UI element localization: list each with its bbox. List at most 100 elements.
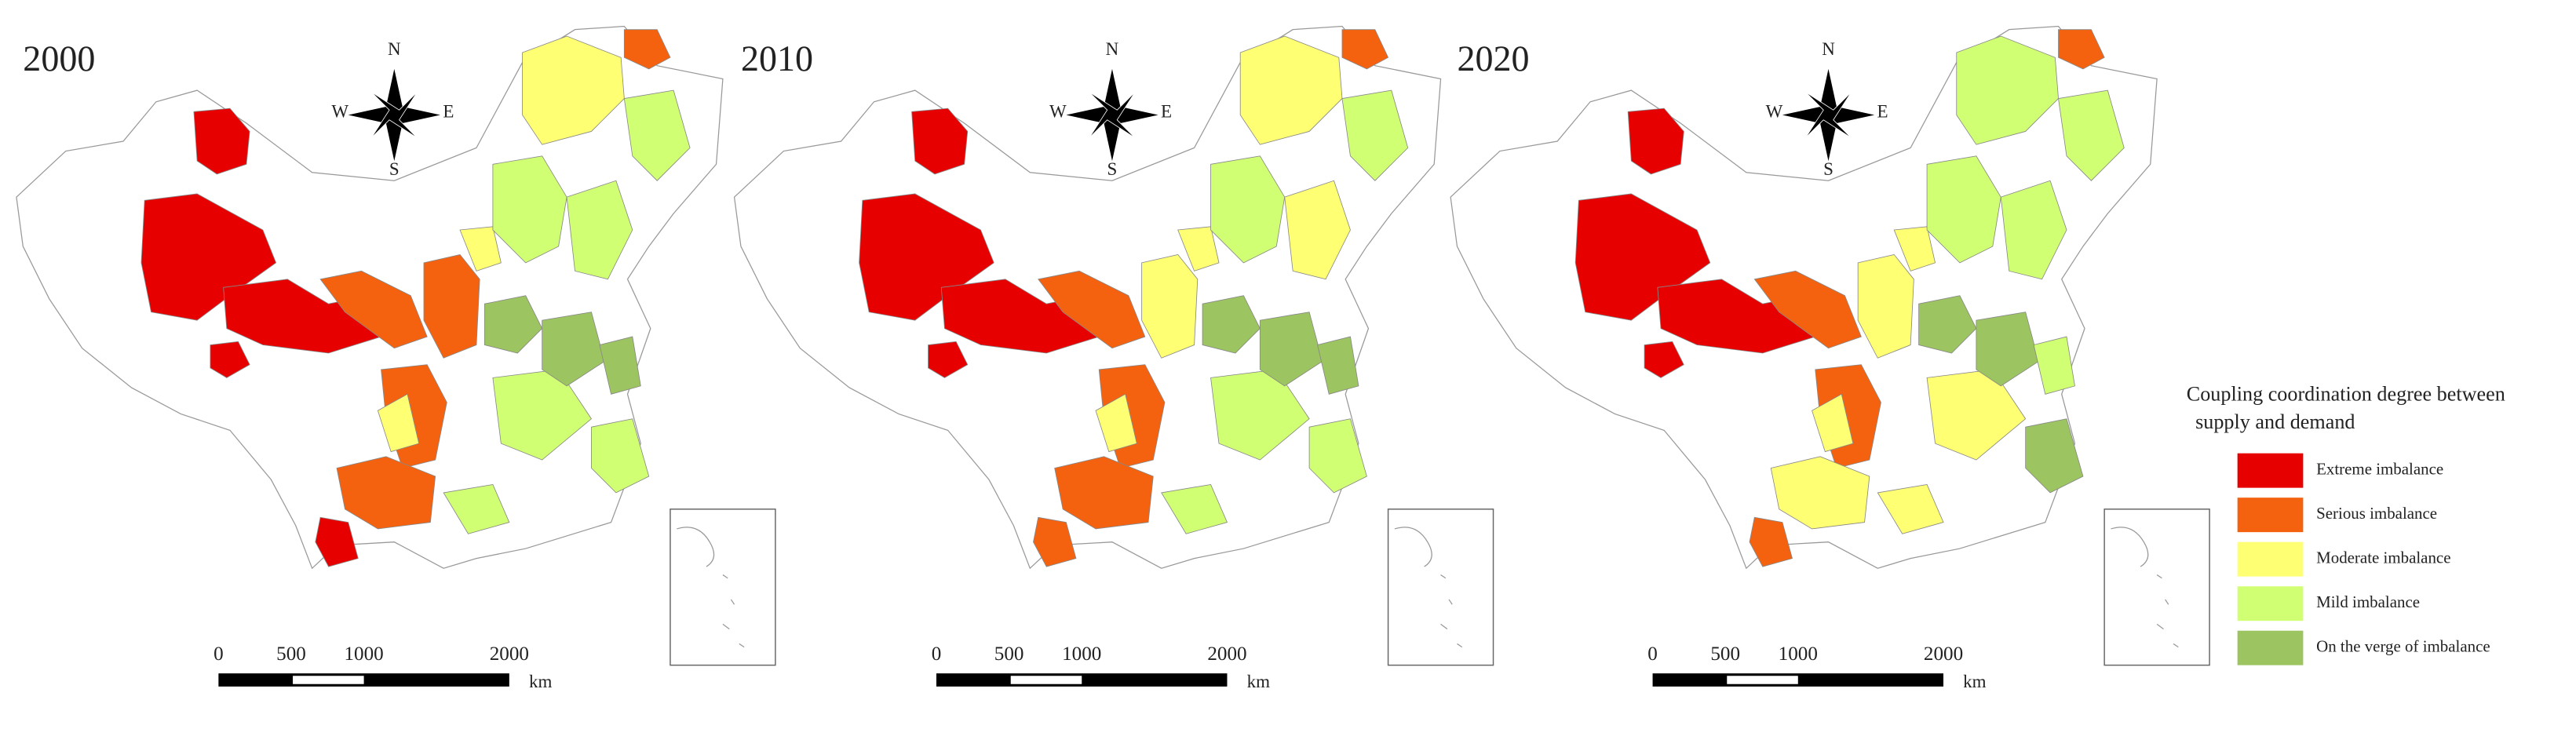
legend-label: Moderate imbalance [2316,548,2450,567]
region [492,155,567,264]
legend-label: On the verge of imbalance [2316,636,2490,655]
scale-unit: km [1963,671,1987,691]
legend-swatch [2237,498,2304,533]
inset-box [2103,508,2210,666]
region [1239,35,1343,145]
region [1317,336,1359,395]
legend-title: Coupling coordination degree between [2187,382,2505,405]
region [911,108,969,175]
scale-label: 500 [994,643,1024,665]
region [1308,418,1367,494]
compass-star-diag [1089,91,1136,139]
region [928,341,969,378]
scale-bar-white [1010,676,1082,684]
compass-e: E [1877,101,1888,122]
scale-label: 0 [932,643,942,665]
legend-swatch [2237,541,2304,577]
compass-e: E [443,101,454,122]
region [599,336,641,395]
inset-box [1387,508,1494,666]
region [1341,89,1409,181]
compass-s: S [389,159,400,179]
region [484,295,543,354]
region [423,253,480,359]
compass-w: W [1766,101,1783,122]
legend-swatch [2237,586,2304,621]
inset-coast [2111,527,2179,648]
scale-unit: km [529,671,553,691]
region [1926,155,2001,264]
scale-label: 2000 [1924,643,1963,665]
region [319,270,428,349]
compass-e: E [1161,101,1172,122]
compass-star-diag [1804,91,1852,139]
region [2033,336,2075,395]
legend-label: Extreme imbalance [2316,459,2443,478]
year-label: 2020 [1457,38,1529,78]
region [459,226,502,272]
region [210,341,250,378]
region [1259,312,1323,387]
region [2000,180,2067,280]
region [1956,35,2059,145]
legend: Coupling coordination degree between supp… [2187,382,2505,665]
region [591,418,650,494]
region [377,393,420,453]
region [193,108,250,175]
region [1161,483,1228,534]
compass-star-diag [370,91,418,139]
region [443,483,510,534]
inset-coast [1394,527,1463,648]
region [1812,393,1854,453]
region [1054,456,1154,530]
inset-coast [677,527,745,648]
region [1210,155,1286,264]
compass-s: S [1823,159,1833,179]
legend-title: supply and demand [2195,410,2355,433]
legend-swatch [2237,630,2304,665]
region [2058,29,2105,70]
region [1038,270,1146,349]
scale-label: 0 [1647,643,1658,665]
legend-label: Mild imbalance [2316,592,2420,611]
region [1893,226,1936,272]
compass-w: W [1049,101,1067,122]
region [1202,295,1261,354]
scale-unit: km [1247,671,1271,691]
scale-label: 2000 [490,643,529,665]
region [336,456,436,530]
scale-bar-frame [1652,673,1944,687]
scale-label: 1000 [1779,643,1818,665]
scale-label: 1000 [1062,643,1101,665]
year-label: 2010 [741,38,813,78]
scale-label: 2000 [1207,643,1246,665]
region [1857,253,1914,359]
region [623,29,671,70]
scale-label: 1000 [344,643,383,665]
scale-label: 0 [213,643,224,665]
region [1770,456,1870,530]
region [1095,393,1137,453]
region [1644,341,1684,378]
region [566,180,633,280]
legend-swatch [2237,453,2304,488]
compass-n: N [1106,38,1119,59]
compass-n: N [388,38,401,59]
scale-label: 500 [276,643,306,665]
scale-label: 500 [1710,643,1740,665]
compass-s: S [1107,159,1118,179]
inset-box [670,508,776,666]
region [1627,108,1684,175]
region [2058,89,2125,181]
region [1033,516,1077,567]
compass-n: N [1822,38,1835,59]
region [522,35,625,145]
region [1141,253,1199,359]
region [2025,418,2084,494]
region [1749,516,1793,567]
region [1284,180,1351,280]
